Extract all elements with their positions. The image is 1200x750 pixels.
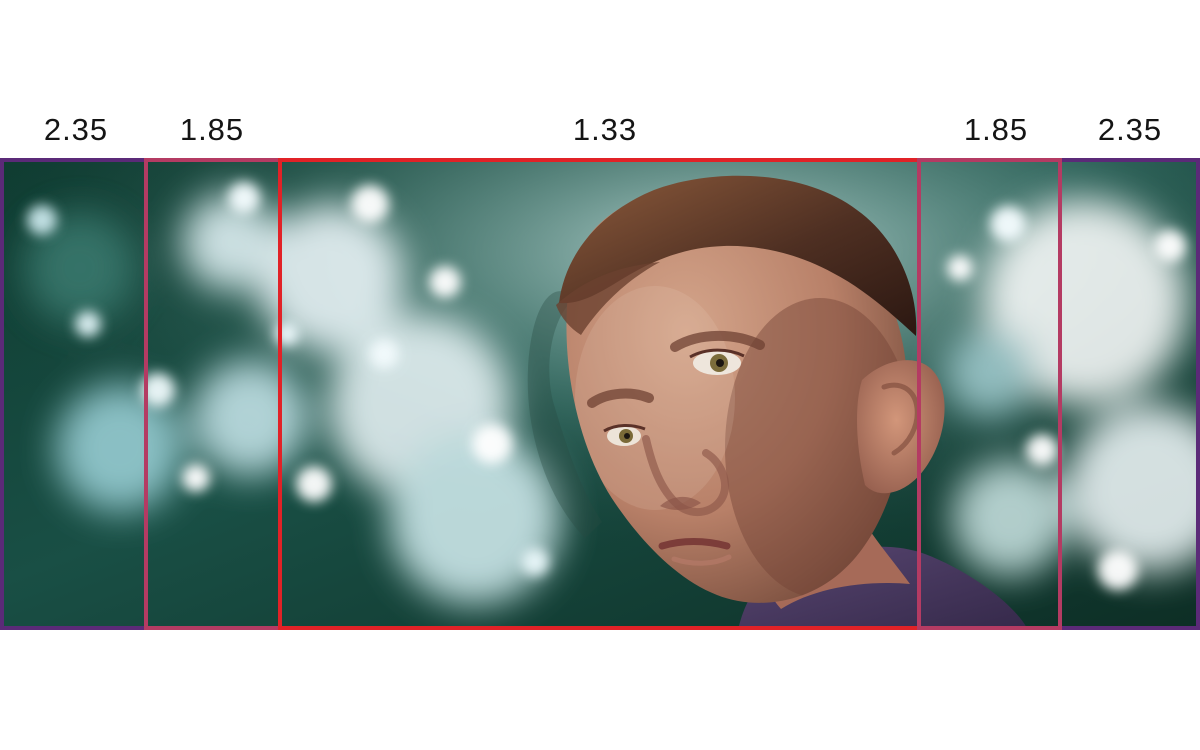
ratio-label-left-outer: 2.35 [43, 112, 109, 147]
nose [642, 435, 729, 517]
hair-fringe [556, 262, 660, 335]
eyelid-right [689, 348, 745, 359]
lower-lip [671, 554, 732, 566]
photo-illustration [0, 158, 1200, 630]
bokeh-small [27, 182, 1186, 590]
pupil-right [716, 359, 724, 367]
face [566, 186, 908, 603]
frame-1-85-right [917, 158, 1062, 630]
pupil-left [624, 433, 630, 439]
ratio-label-center: 1.33 [572, 112, 638, 147]
eyebrow-right [670, 330, 765, 352]
mouth [658, 538, 731, 550]
eyelid-left [603, 424, 646, 433]
nostril-shadow [660, 496, 701, 510]
photo-frame [0, 158, 1200, 630]
hair-shadow [527, 291, 602, 538]
ratio-label-left-inner: 1.85 [179, 112, 245, 147]
ear [856, 360, 945, 494]
hair [559, 175, 917, 336]
eyebrow-left [587, 388, 654, 408]
ratio-label-right-outer: 2.35 [1097, 112, 1163, 147]
ratio-label-right-inner: 1.85 [963, 112, 1029, 147]
